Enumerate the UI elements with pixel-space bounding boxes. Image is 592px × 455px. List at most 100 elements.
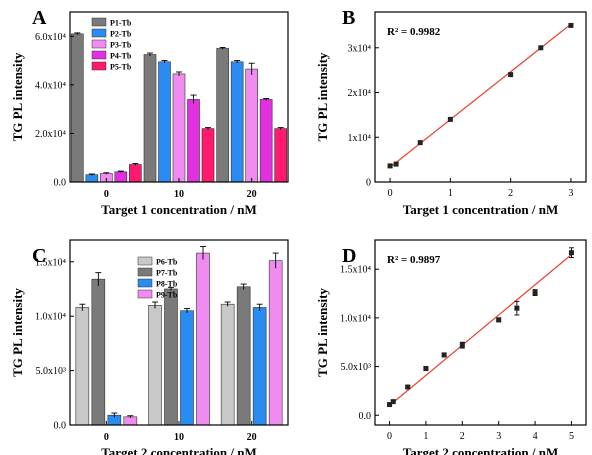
- panel-d-point-2: [405, 384, 411, 390]
- panel-d-xtick-label-4: 4: [533, 431, 538, 442]
- panel-a-ytick-label-3: 6.0x10⁴: [35, 32, 67, 43]
- panel-a-ytick-label-0: 0.0: [54, 178, 67, 189]
- panel-c-x-axis-title: Target 2 concentration / nM: [101, 445, 257, 455]
- panel-d-x-axis-title: Target 2 concentration / nM: [403, 445, 559, 455]
- panel-b-xtick-label-2: 2: [508, 188, 513, 199]
- panel-a-xtick-label-0: 0: [104, 189, 109, 200]
- panel-c-panel-letter: C: [32, 245, 46, 267]
- panel-a-axes-frame: [69, 11, 289, 183]
- panel-c-legend-label-P7-Tb: P7-Tb: [156, 269, 178, 278]
- panel-b-point-4: [508, 72, 514, 78]
- panel-a-bar-P3-Tb-20: [245, 68, 258, 183]
- panel-c-legend-swatch-P7-Tb: [137, 267, 153, 277]
- panel-b-point-6: [568, 22, 574, 28]
- panel-d-xtick-label-1: 1: [423, 431, 428, 442]
- panel-d-xtick-label-5: 5: [569, 431, 574, 442]
- panel-c-bar-P6-Tb-10: [148, 304, 162, 426]
- panel-d-point-5: [459, 342, 465, 348]
- panel-c-bar-P7-Tb-10: [164, 288, 178, 426]
- panel-c-ytick-label-1: 5.0x10³: [36, 366, 67, 377]
- panel-d-point-4: [441, 352, 447, 358]
- panel-a-ytick-label-2: 4.0x10⁴: [35, 80, 67, 91]
- panel-b-point-2: [417, 140, 423, 146]
- panel-d-point-6: [496, 317, 502, 323]
- panel-a-bar-P5-Tb-10: [201, 128, 215, 183]
- panel-d-ytick-label-3: 1.5x10⁴: [340, 265, 372, 276]
- panel-b-y-axis-title: TG PL intensity: [315, 52, 330, 141]
- panel-c-bar-P6-Tb-20: [220, 303, 235, 426]
- panel-b-xtick-label-3: 3: [568, 188, 573, 199]
- panel-d-ytick-label-0: 0.0: [359, 411, 372, 422]
- panel-a-x-axis-title: Target 1 concentration / nM: [101, 202, 257, 217]
- panel-c-bar-P9-Tb-20: [268, 260, 283, 426]
- panel-c-legend-swatch-P8-Tb: [137, 278, 153, 288]
- panel-d-ytick-label-2: 1.0x10⁴: [340, 313, 372, 324]
- panel-b-point-0: [387, 163, 393, 169]
- panel-c-xtick-label-2: 20: [247, 432, 257, 443]
- panel-a-bar-P4-Tb-10: [187, 99, 200, 183]
- panel-a-bar-P2-Tb-20: [230, 61, 244, 183]
- panel-a-legend-swatch-P3-Tb: [91, 39, 107, 49]
- panel-a-panel-letter: A: [32, 7, 47, 29]
- panel-a-bar-P1-Tb-10: [143, 54, 157, 183]
- panel-c-y-axis-title: TG PL intensity: [10, 288, 25, 377]
- panel-a-xtick-label-1: 10: [174, 189, 184, 200]
- panel-b-panel-letter: B: [342, 7, 355, 29]
- panel-d-panel-letter: D: [342, 245, 356, 267]
- panel-c-bar-P8-Tb-20: [252, 307, 267, 426]
- panel-d-point-1: [390, 399, 396, 405]
- panel-b-xtick-label-0: 0: [388, 188, 393, 199]
- panel-d-point-3: [423, 366, 429, 372]
- panel-a-legend-label-P3-Tb: P3-Tb: [110, 41, 132, 50]
- panel-a-bar-P5-Tb-20: [274, 128, 287, 183]
- panel-c-legend-label-P9-Tb: P9-Tb: [156, 291, 178, 300]
- panel-a-bar-P1-Tb-0: [71, 33, 84, 183]
- panel-b-axes-frame: [374, 11, 587, 183]
- panel-c-ytick-label-2: 1.0x10⁴: [35, 312, 67, 323]
- panel-a-bar-P2-Tb-0: [85, 174, 99, 183]
- panel-c-ytick-label-0: 0.0: [54, 421, 67, 432]
- panel-a-legend-label-P2-Tb: P2-Tb: [110, 30, 132, 39]
- panel-a-xtick-label-2: 20: [247, 189, 257, 200]
- panel-d-r2-annotation: R² = 0.9897: [387, 254, 441, 266]
- panel-c-legend-label-P8-Tb: P8-Tb: [156, 280, 178, 289]
- panel-a-bar-P2-Tb-10: [158, 61, 171, 183]
- panel-d-point-9: [568, 250, 574, 256]
- panel-d-axes-frame: [374, 239, 587, 426]
- panel-a-legend-swatch-P2-Tb: [91, 28, 107, 38]
- panel-b-point-3: [447, 116, 453, 122]
- panel-b-ytick-label-0: 0: [366, 178, 371, 189]
- panel-a-legend-label-P5-Tb: P5-Tb: [110, 63, 132, 72]
- panel-a-legend-swatch-P1-Tb: [91, 17, 107, 27]
- panel-d-point-7: [514, 305, 520, 311]
- panel-d-fit-line: [389, 254, 572, 407]
- panel-d-point-0: [387, 402, 393, 408]
- panel-a: 0 10 20 0.0 2.0x10⁴ 4.0x10⁴ 6.0x10⁴ A Target 1 c…: [10, 7, 289, 217]
- panel-d-ytick-label-1: 5.0x10³: [341, 362, 372, 373]
- panel-a-ytick-label-1: 2.0x10⁴: [35, 129, 67, 140]
- panel-c-bar-P8-Tb-10: [180, 310, 194, 426]
- panel-b-point-5: [538, 45, 544, 51]
- panel-a-bar-P1-Tb-20: [216, 48, 229, 183]
- panel-b-ytick-label-1: 1x10⁴: [348, 133, 372, 144]
- panel-d-y-axis-title: TG PL intensity: [315, 288, 330, 377]
- panel-c-legend-swatch-P9-Tb: [137, 289, 153, 299]
- panel-a-bar-P4-Tb-0: [114, 171, 128, 183]
- panel-b-xtick-label-1: 1: [448, 188, 453, 199]
- panel-b-fit-line: [389, 23, 572, 168]
- panel-c-bar-P9-Tb-0: [123, 416, 138, 426]
- panel-c-bar-P9-Tb-10: [196, 252, 210, 426]
- panel-c-xtick-label-0: 0: [104, 432, 109, 443]
- panel-c-ytick-label-3: 1.5x10⁴: [35, 257, 67, 268]
- panel-b-r2-annotation: R² = 0.9982: [387, 26, 441, 38]
- panel-b-ytick-label-3: 3x10⁴: [348, 43, 372, 54]
- panel-a-legend-swatch-P4-Tb: [91, 50, 107, 60]
- panel-b: 0 1 2 3 0 1x10⁴ 2x10⁴ 3x10⁴ B Target 1 concentrat…: [315, 7, 587, 217]
- panel-c-bar-P7-Tb-20: [236, 286, 251, 426]
- panel-d-xtick-label-3: 3: [496, 431, 501, 442]
- panel-d-point-8: [532, 290, 538, 296]
- panel-d-xtick-label-0: 0: [387, 431, 392, 442]
